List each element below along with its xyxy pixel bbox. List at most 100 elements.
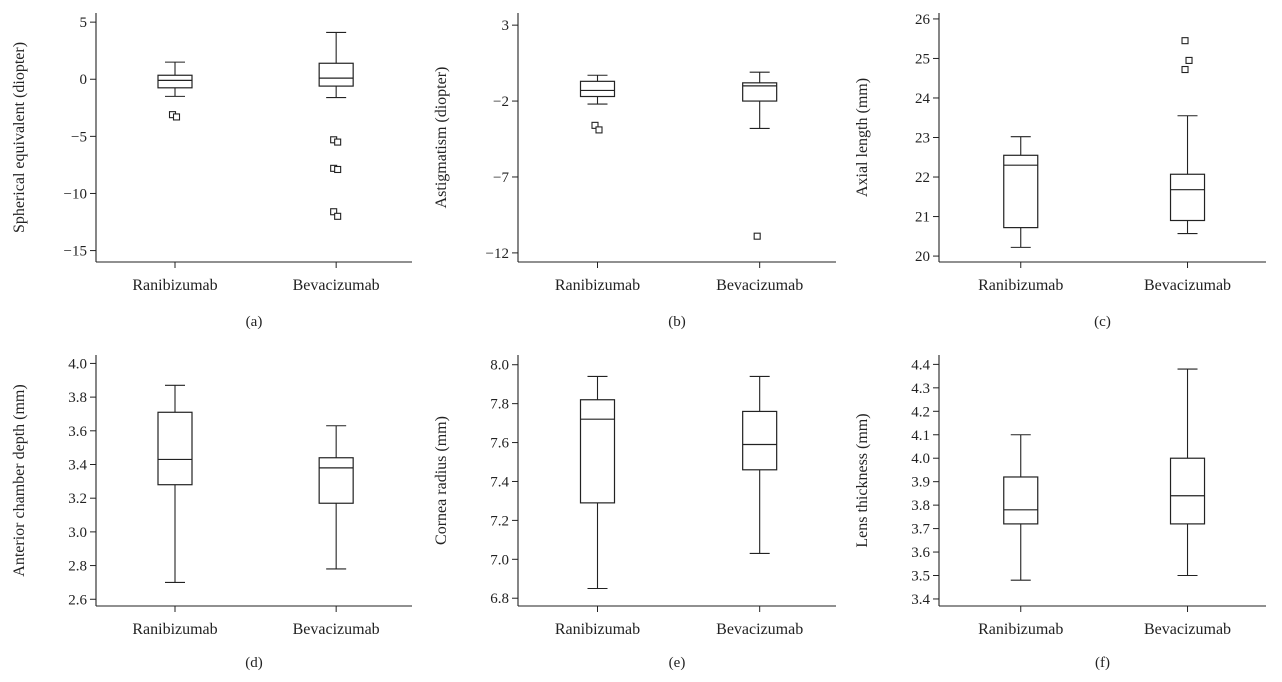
y-tick-label: 3.6	[911, 545, 930, 561]
y-tick-label: 2.6	[68, 592, 87, 608]
box-iqr	[157, 74, 193, 89]
y-tick-label: 22	[915, 170, 930, 186]
y-tick-label: 7.8	[490, 397, 509, 413]
y-tick-label: −10	[64, 186, 87, 202]
box-bevacizumab	[1169, 368, 1206, 577]
box-iqr	[1169, 457, 1206, 525]
panel-label: (e)	[669, 655, 686, 671]
chart-panel: 3 −2 −7 −12 Ranibizumab Bevacizumab Astigmatis…	[433, 13, 836, 330]
outlier-point	[595, 126, 603, 134]
x-tick-label: Ranibizumab	[132, 621, 217, 638]
y-tick-label: 4.2	[911, 404, 930, 420]
outlier-point	[1181, 65, 1189, 74]
box-bevacizumab	[318, 425, 354, 570]
box-iqr	[1003, 476, 1039, 525]
outlier-point	[753, 232, 761, 240]
chart-panel: 4.0 3.8 3.6 3.4 3.2 3.0 2.8 2.6 Ranibizumab Bevac…	[11, 355, 412, 671]
x-tick-label: Bevacizumab	[293, 621, 380, 638]
y-tick-label: 5	[80, 15, 88, 31]
y-tick-label: 3.9	[911, 475, 930, 491]
box-iqr	[318, 457, 354, 504]
x-tick-label: Bevacizumab	[716, 277, 803, 294]
box-ranibizumab	[157, 384, 193, 583]
y-tick-label: 8.0	[490, 358, 509, 374]
chart-panel: 4.4 4.3 4.2 4.1 4.0 3.9 3.8 3.7 3.6 3.5 3.4 Ranibiz…	[854, 355, 1266, 671]
panel-label: (a)	[246, 314, 263, 330]
y-tick-label: −7	[493, 170, 509, 186]
box-ranibizumab	[1003, 434, 1039, 581]
x-tick-label: Ranibizumab	[555, 277, 640, 294]
y-tick-label: 2.8	[68, 559, 87, 575]
box-bevacizumab	[742, 375, 778, 555]
x-tick-label: Ranibizumab	[978, 621, 1063, 638]
x-tick-label: Bevacizumab	[1144, 277, 1231, 294]
y-tick-label: 3.4	[68, 457, 87, 473]
box-ranibizumab	[1003, 136, 1039, 248]
y-tick-label: 25	[915, 51, 930, 67]
y-tick-label: 4.1	[911, 428, 930, 444]
box-iqr	[579, 399, 616, 504]
chart-panel: 5 0 −5 −10 −15 Ranibizumab Bevacizumab Spherica…	[11, 13, 412, 330]
x-tick-label: Bevacizumab	[1144, 621, 1231, 638]
y-tick-label: 3.6	[68, 424, 87, 440]
outlier-point	[334, 165, 342, 174]
y-tick-label: 6.8	[490, 591, 509, 607]
box-iqr	[579, 80, 616, 98]
box-iqr	[157, 411, 193, 486]
box-iqr	[742, 82, 778, 102]
y-tick-label: 4.3	[911, 381, 930, 397]
y-tick-label: 3.8	[68, 390, 87, 406]
outlier-point	[1185, 56, 1193, 64]
panel-label: (c)	[1094, 314, 1111, 330]
box-bevacizumab	[318, 31, 354, 220]
y-tick-label: 21	[915, 210, 930, 226]
y-tick-label: 23	[915, 131, 930, 147]
panel-label: (d)	[245, 655, 263, 671]
x-tick-label: Bevacizumab	[716, 621, 803, 638]
y-tick-label: 26	[915, 12, 931, 28]
box-iqr	[1169, 173, 1206, 222]
y-tick-label: −15	[64, 244, 87, 260]
box-bevacizumab	[1169, 37, 1206, 235]
outlier-point	[172, 113, 181, 121]
y-tick-label: 7.6	[490, 436, 509, 452]
x-tick-label: Ranibizumab	[978, 277, 1063, 294]
outlier-point	[330, 208, 338, 216]
y-tick-label: 24	[915, 91, 931, 107]
y-tick-label: 3.2	[68, 491, 87, 507]
y-tick-label: 3.7	[911, 522, 930, 538]
chart-panel: 20 21 22 23 24 25 26 Ranibizumab Bevacizumab Axia…	[854, 12, 1266, 330]
y-tick-label: −12	[486, 246, 509, 262]
y-tick-label: 20	[915, 249, 930, 265]
box-ranibizumab	[579, 375, 616, 590]
box-iqr	[1003, 154, 1039, 229]
chart-panel: 8.0 7.8 7.6 7.4 7.2 7.0 6.8 Ranibizumab Bevacizu…	[433, 355, 836, 671]
y-axis-title: Spherical equivalent (diopter)	[11, 42, 28, 233]
x-tick-label: Ranibizumab	[555, 621, 640, 638]
y-axis-title: Cornea radius (mm)	[433, 416, 450, 545]
y-tick-label: 3.0	[68, 525, 87, 541]
outlier-point	[1181, 37, 1189, 45]
y-tick-label: 7.2	[490, 513, 509, 529]
y-tick-label: 3	[502, 18, 510, 34]
box-ranibizumab	[579, 74, 616, 134]
y-tick-label: −5	[71, 129, 87, 145]
outlier-point	[334, 212, 342, 220]
y-tick-label: 7.0	[490, 552, 509, 568]
y-axis-title: Anterior chamber depth (mm)	[11, 384, 28, 576]
box-iqr	[742, 410, 778, 471]
y-axis-title: Lens thickness (mm)	[854, 413, 871, 547]
y-tick-label: 3.8	[911, 498, 930, 514]
box-bevacizumab	[742, 71, 778, 240]
box-ranibizumab	[157, 61, 193, 121]
y-tick-label: 4.0	[68, 356, 87, 372]
y-tick-label: 3.5	[911, 569, 930, 585]
outlier-point	[591, 121, 599, 129]
y-tick-label: 7.4	[490, 474, 509, 490]
box-iqr	[318, 62, 354, 87]
y-tick-label: −2	[493, 94, 509, 110]
y-axis-title: Axial length (mm)	[854, 78, 871, 197]
panel-label: (b)	[668, 314, 686, 330]
panel-label: (f)	[1095, 655, 1110, 671]
